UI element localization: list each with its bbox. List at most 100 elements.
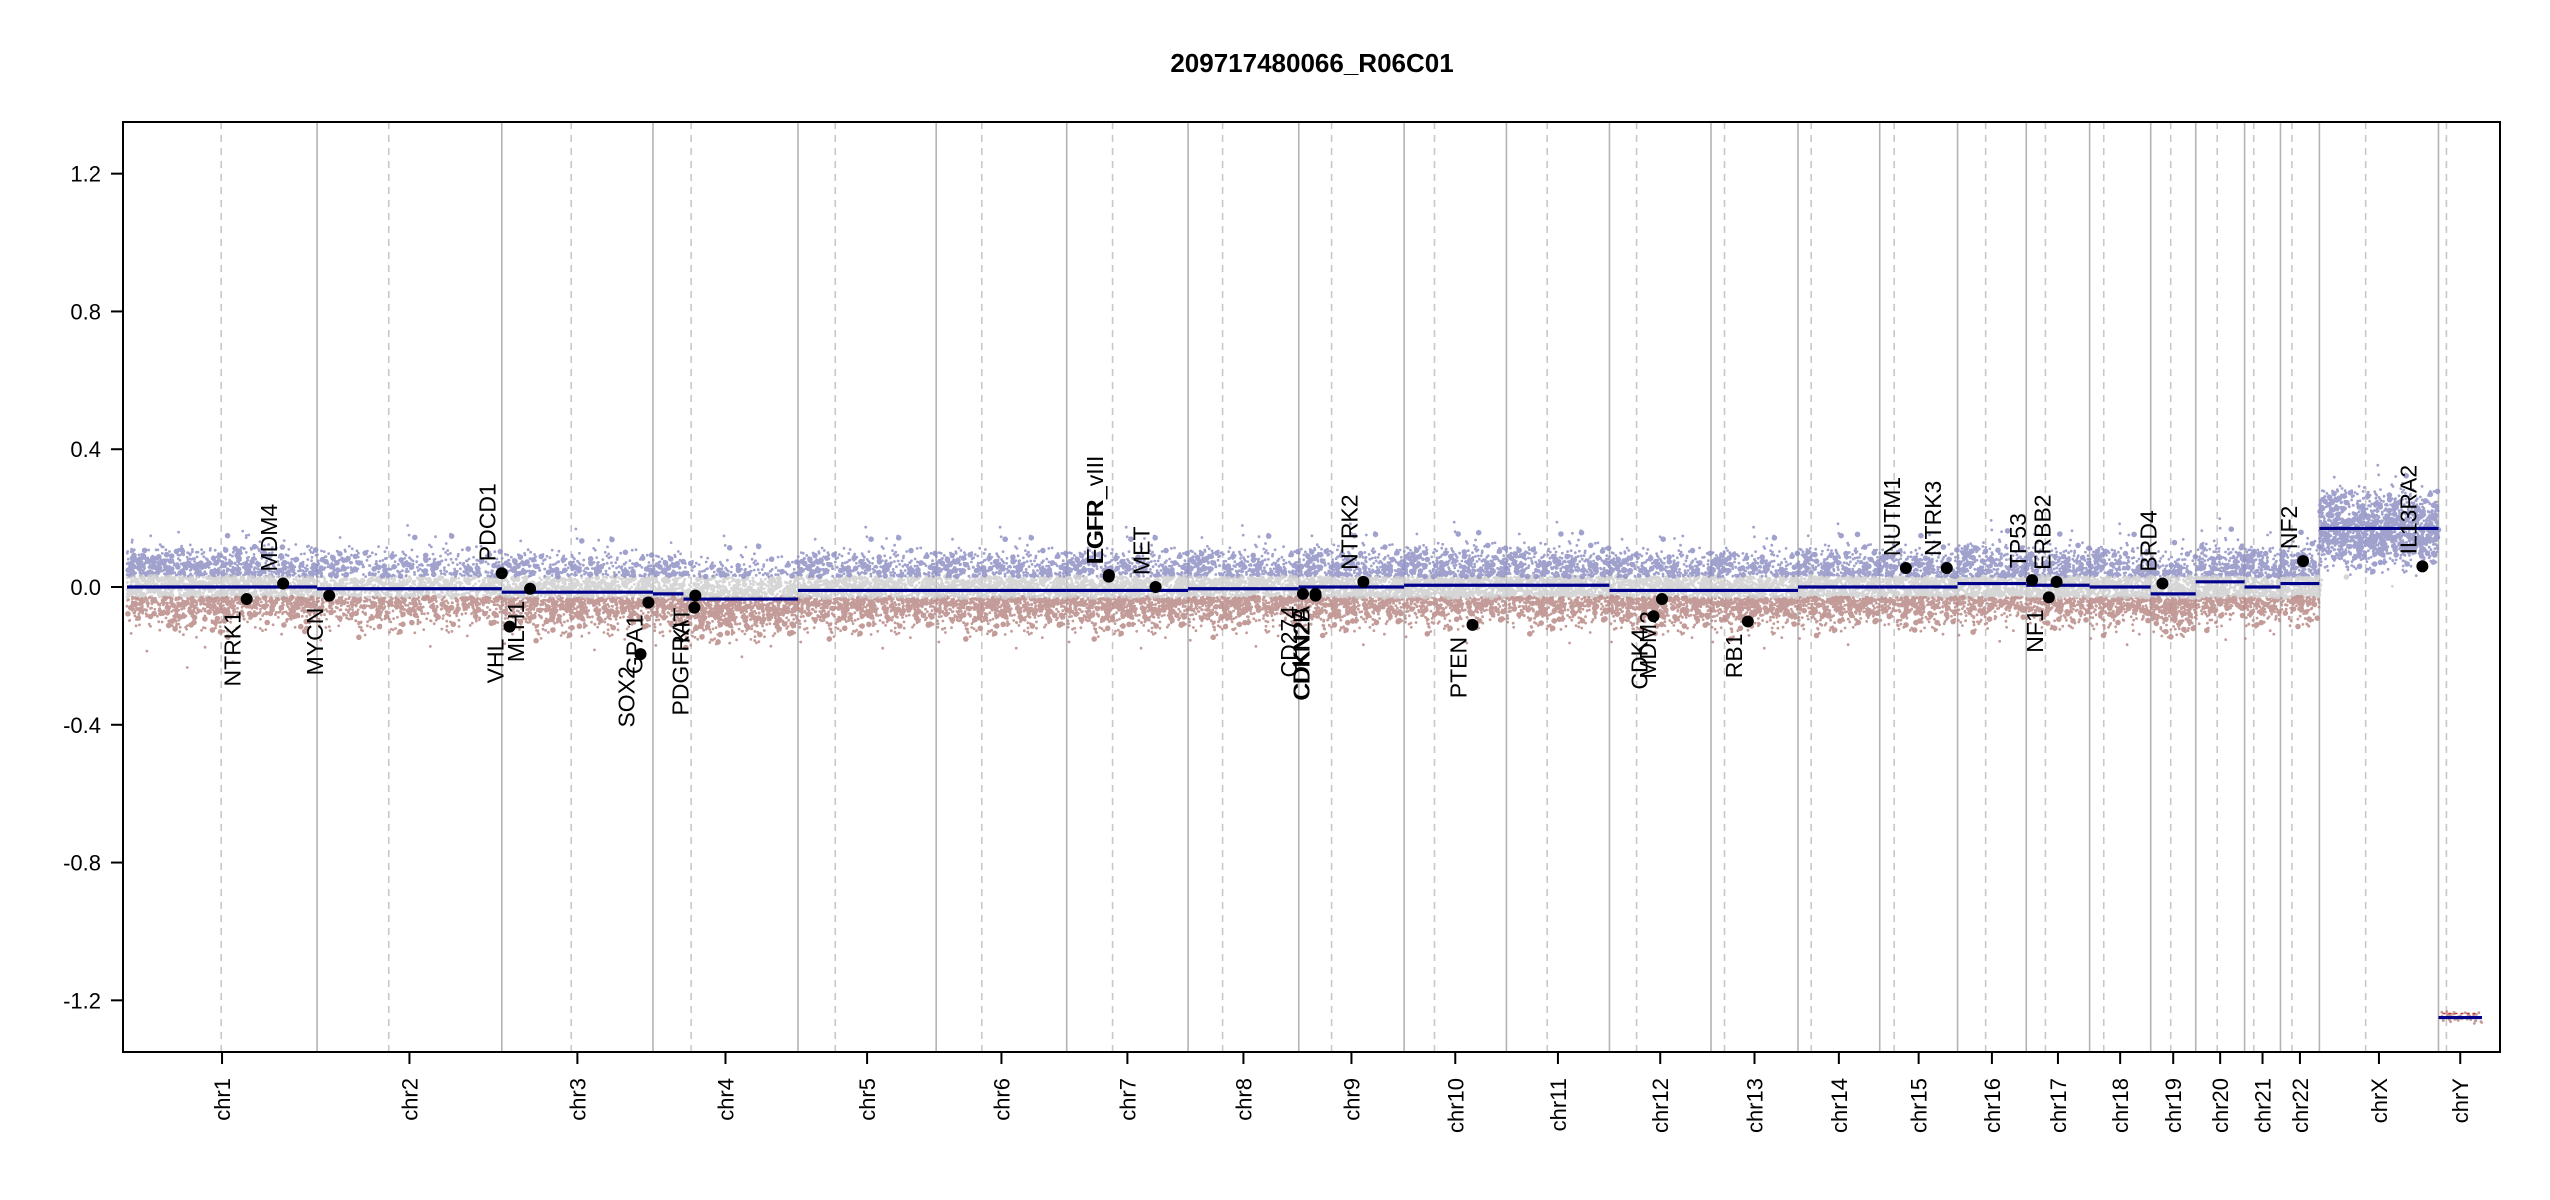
gene-dot-nf1 [2042, 591, 2055, 604]
probe-points-chr13 [1709, 594, 1800, 650]
probe-points-chr1 [125, 594, 319, 669]
gene-dot-rb1 [1741, 615, 1754, 628]
x-tick-label-chr7: chr7 [1115, 1078, 1140, 1121]
probe-points-chr14 [1796, 522, 1882, 579]
probe-points-chr4 [651, 574, 799, 600]
x-tick-label-chr6: chr6 [989, 1078, 1014, 1121]
gene-label-cdkn2a: CDKN2A [1288, 605, 1314, 699]
probe-points-chr22 [2278, 574, 2323, 601]
x-tick-label-chr21: chr21 [2251, 1078, 2276, 1133]
probe-points-chr9 [1297, 595, 1405, 647]
gene-label-cdkn2b: CDKN2B [1289, 608, 1315, 701]
x-tick-label-chr5: chr5 [855, 1078, 880, 1121]
x-tick-label-chr10: chr10 [1443, 1078, 1468, 1133]
gene-label-mlh1: MLH1 [503, 601, 529, 662]
probe-points-chr4 [651, 534, 800, 580]
gene-dot-pdgfra [688, 601, 701, 614]
gene-label-pten: PTEN [1446, 637, 1472, 698]
gene-label-ntrk2: NTRK2 [1336, 494, 1362, 569]
probe-points-chr19 [2148, 574, 2199, 601]
x-tick-label-chr15: chr15 [1907, 1078, 1932, 1133]
gene-label-pdcd1: PDCD1 [475, 483, 501, 561]
gene-label-brd4: BRD4 [2135, 510, 2161, 572]
x-tick-label-chr4: chr4 [713, 1078, 738, 1121]
axes: 1.2 0.8 0.4 0.0 -0.4 -0.8 -1.2 chr1 chr2 chr3 chr4… [63, 162, 2473, 1133]
gene-dot-cd274 [1296, 587, 1309, 600]
probe-points-chr10 [1402, 520, 1509, 580]
gene-label-ntrk1: NTRK1 [220, 611, 246, 686]
gene-dot-vhl [503, 620, 516, 633]
gene-label-mdm4: MDM4 [256, 504, 282, 572]
probe-points-chr11 [1504, 520, 1612, 580]
gene-dot-kit [689, 589, 702, 602]
probe-points-chr4 [651, 594, 801, 659]
y-tick-label-1: 0.8 [70, 299, 101, 324]
gene-label-nutm1: NUTM1 [1879, 477, 1905, 556]
probe-points-chr7 [1064, 525, 1190, 579]
gene-dot-cdk4 [1647, 610, 1660, 623]
gene-dot-cdkn2b [1309, 589, 1322, 602]
x-tick-label-chrX: chrX [2367, 1078, 2392, 1124]
gene-dot-nutm1 [1899, 562, 1912, 575]
x-tick-label-chr14: chr14 [1827, 1078, 1852, 1133]
probe-points-chr6 [934, 594, 1069, 650]
gene-label-vhl: VHL [483, 638, 509, 683]
gene-dot-pdcd1 [495, 567, 508, 580]
x-tick-label-chr9: chr9 [1339, 1078, 1364, 1121]
gene-label-gpa1: GPA1 [621, 615, 647, 675]
gene-dot-egfr_viii [1102, 568, 1115, 581]
probe-points-chr15 [1877, 531, 1960, 580]
gene-label-mdm2: MDM2 [1635, 611, 1661, 679]
probe-points-chrX [2317, 463, 2442, 577]
probe-points-chr3 [500, 527, 655, 580]
y-tick-label-5: -0.8 [63, 851, 101, 876]
chart-title: 209717480066_R06C01 [1170, 48, 1453, 78]
y-tick-label-3: 0.0 [70, 575, 101, 600]
probe-points-chr9 [1297, 522, 1406, 580]
x-tick-label-chrY: chrY [2448, 1078, 2473, 1124]
gene-label-cd274: CD274 [1276, 606, 1302, 678]
probe-points-chr12 [1608, 573, 1714, 601]
probe-points-chr20 [2194, 517, 2247, 578]
gene-dot-ntrk2 [1357, 575, 1370, 588]
probe-points-chr19 [2148, 594, 2198, 640]
x-tick-label-chr20: chr20 [2208, 1078, 2233, 1133]
gene-label-nf1: NF1 [2022, 609, 2048, 652]
probe-points-chr8 [1186, 574, 1302, 600]
x-tick-label-chr19: chr19 [2161, 1078, 2186, 1133]
probe-points-chr2 [315, 594, 503, 648]
probe-points-chr11 [1505, 594, 1611, 645]
gene-dot-ntrk1 [240, 593, 253, 606]
probe-points-chr13 [1708, 525, 1801, 579]
x-tick-label-chr16: chr16 [1980, 1078, 2005, 1133]
probe-points-chr18 [2088, 522, 2152, 580]
gene-label-ntrk3: NTRK3 [1920, 481, 1946, 556]
x-tick-label-chr3: chr3 [565, 1078, 590, 1121]
probe-points-chr6 [934, 525, 1069, 579]
probe-points-chr21 [2242, 531, 2283, 580]
gene-dot-mlh1 [524, 582, 537, 595]
probe-points-chr22 [2277, 529, 2322, 579]
y-tick-label-6: -1.2 [63, 988, 101, 1013]
probe-points-chr11 [1505, 574, 1613, 601]
x-tick-label-chr22: chr22 [2288, 1078, 2313, 1133]
y-tick-label-4: -0.4 [63, 713, 101, 738]
probe-points-chr7 [1065, 594, 1190, 650]
probe-points-chr18 [2087, 595, 2151, 647]
gene-label-pdgfra: PDGFRA [667, 619, 693, 716]
gene-label-tp53: TP53 [2005, 513, 2031, 568]
probe-points-chr5 [796, 594, 938, 650]
probe-points-chr16 [1956, 574, 2029, 601]
gene-label-egfr: EGFR [1082, 501, 1108, 565]
gene-label-rb1: RB1 [1721, 633, 1747, 678]
plot-frame [122, 121, 2501, 1053]
x-tick-label-chr13: chr13 [1743, 1078, 1768, 1133]
x-tick-label-chr8: chr8 [1231, 1078, 1256, 1121]
x-tick-label-chr12: chr12 [1648, 1078, 1673, 1133]
gene-dot-mdm4 [277, 577, 290, 590]
gene-label-cdk4: CDK4 [1627, 628, 1653, 690]
gene-label-sox2: SOX2 [614, 666, 640, 727]
gene-label-il13ra2: IL13RA2 [2395, 465, 2421, 555]
gene-dot-mdm2 [1655, 593, 1668, 606]
